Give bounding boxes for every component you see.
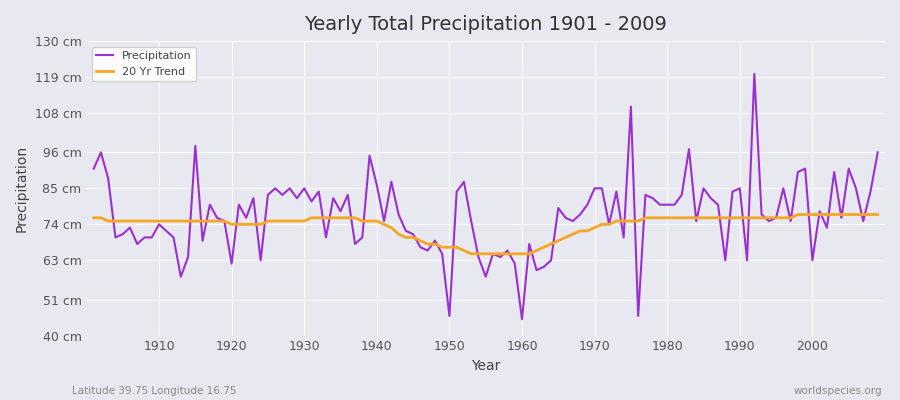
Title: Yearly Total Precipitation 1901 - 2009: Yearly Total Precipitation 1901 - 2009: [304, 15, 667, 34]
X-axis label: Year: Year: [471, 359, 500, 373]
Text: worldspecies.org: worldspecies.org: [794, 386, 882, 396]
Y-axis label: Precipitation: Precipitation: [15, 145, 29, 232]
Text: Latitude 39.75 Longitude 16.75: Latitude 39.75 Longitude 16.75: [72, 386, 237, 396]
Legend: Precipitation, 20 Yr Trend: Precipitation, 20 Yr Trend: [92, 47, 196, 81]
